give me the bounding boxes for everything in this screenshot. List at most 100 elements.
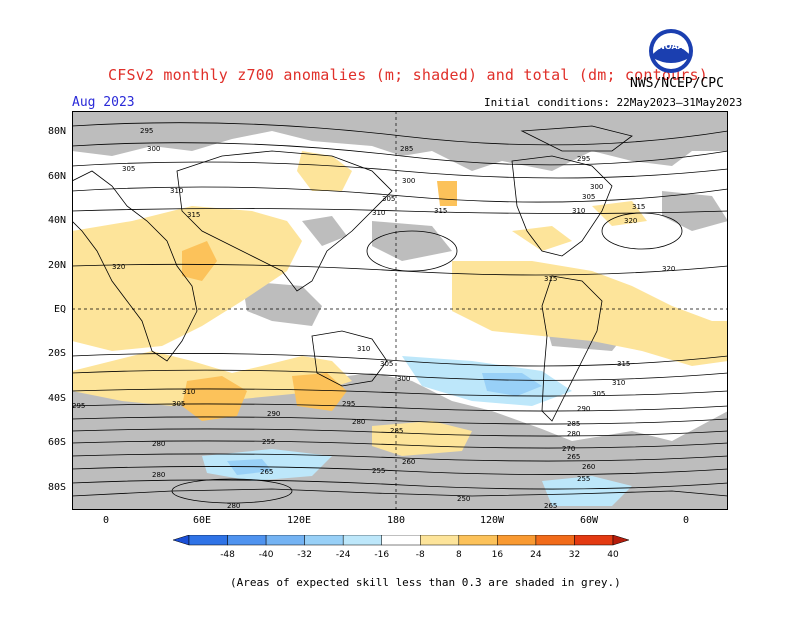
legend-swatch [420,535,460,546]
lat-label-40s: 40S [47,393,66,404]
svg-text:305: 305 [172,400,185,408]
svg-text:265: 265 [544,502,557,510]
lon-label-60w: 60W [579,515,599,526]
svg-text:260: 260 [402,458,415,466]
svg-text:305: 305 [592,390,605,398]
positive-anomaly-16 [182,181,457,421]
lon-label-120e: 120E [286,515,312,526]
legend-swatch [535,535,575,546]
legend-tick-label: 8 [456,550,462,560]
coastlines [72,125,728,497]
svg-text:260: 260 [582,463,595,471]
svg-text:300: 300 [397,375,410,383]
height-contours [72,122,728,504]
legend-swatch [227,535,267,546]
svg-text:315: 315 [434,207,447,215]
lat-label-60n: 60N [47,171,66,182]
legend-swatch [304,535,344,546]
svg-text:290: 290 [577,405,590,413]
svg-text:280: 280 [152,471,165,479]
negative-anomaly-8 [202,356,632,506]
svg-text:315: 315 [617,360,630,368]
legend-swatch [497,535,537,546]
svg-text:295: 295 [140,127,153,135]
lat-label-20s: 20S [47,348,66,359]
svg-text:305: 305 [582,193,595,201]
legend-tick-label: 40 [607,550,619,560]
lon-label-180: 180 [386,515,406,526]
legend-tick-label: -32 [297,550,312,560]
lon-label-0-right: 0 [682,515,690,526]
color-legend: -48-40-32-24-16-881624324048 [173,535,629,560]
lat-label-60s: 60S [47,437,66,448]
svg-text:255: 255 [577,475,590,483]
legend-tick-label: -48 [220,550,235,560]
svg-text:270: 270 [562,445,575,453]
legend-tick-label: -24 [336,550,351,560]
legend-tick-label: -16 [374,550,389,560]
svg-text:310: 310 [170,187,183,195]
svg-text:310: 310 [182,388,195,396]
legend-swatch [342,535,382,546]
svg-text:295: 295 [72,402,85,410]
svg-text:NOAA: NOAA [658,42,684,51]
svg-text:250: 250 [457,495,470,503]
lat-label-eq: EQ [53,304,66,315]
legend-tick-label: 16 [492,550,504,560]
svg-text:310: 310 [612,379,625,387]
svg-text:290: 290 [267,410,280,418]
svg-text:310: 310 [372,209,385,217]
svg-text:315: 315 [632,203,645,211]
legend-swatch [381,535,421,546]
legend-swatch [574,535,614,546]
svg-text:255: 255 [262,438,275,446]
svg-text:280: 280 [152,440,165,448]
svg-text:300: 300 [147,145,160,153]
svg-text:280: 280 [227,502,240,510]
svg-text:310: 310 [357,345,370,353]
legend-swatch [188,535,228,546]
svg-text:295: 295 [342,400,355,408]
legend-tick-label: 32 [569,550,580,560]
svg-text:300: 300 [590,183,603,191]
org-label: NWS/NCEP/CPC [630,76,724,91]
contour-labels: 295 300 305 310 315 320 285 300 305 310 315 295… [72,127,675,510]
legend-swatch-arrow-low [173,535,190,546]
lon-label-0: 0 [102,515,110,526]
legend-tick-label: -8 [416,550,425,560]
lat-label-80s: 80S [47,482,66,493]
svg-text:305: 305 [382,195,395,203]
lat-label-20n: 20N [47,260,66,271]
chart-title: CFSv2 monthly z700 anomalies (m; shaded)… [108,66,708,84]
svg-text:320: 320 [624,217,637,225]
svg-text:255: 255 [372,467,385,475]
lat-label-40n: 40N [47,215,66,226]
svg-text:265: 265 [260,468,273,476]
initial-conditions: Initial conditions: 22May2023–31May2023 [484,96,743,109]
legend-swatch-arrow-high [612,535,629,546]
svg-text:285: 285 [400,145,413,153]
svg-text:295: 295 [577,155,590,163]
svg-text:280: 280 [352,418,365,426]
svg-text:320: 320 [662,265,675,273]
lon-label-120w: 120W [479,515,505,526]
map-panel: 295 300 305 310 315 320 285 300 305 310 315 295… [72,111,728,510]
svg-text:315: 315 [187,211,200,219]
svg-text:315: 315 [544,275,557,283]
svg-text:320: 320 [112,263,125,271]
noaa-logo-icon: NOAA [649,29,693,73]
svg-text:305: 305 [380,360,393,368]
legend-tick-label: -40 [259,550,274,560]
svg-text:280: 280 [567,430,580,438]
lon-label-60e: 60E [192,515,212,526]
lat-label-80n: 80N [47,126,66,137]
forecast-month: Aug 2023 [72,95,135,110]
svg-text:285: 285 [567,420,580,428]
svg-text:310: 310 [572,207,585,215]
legend-tick-label: 24 [530,550,542,560]
legend-swatch [458,535,498,546]
svg-text:285: 285 [390,427,403,435]
svg-text:300: 300 [402,177,415,185]
skill-footnote: (Areas of expected skill less than 0.3 a… [230,576,621,589]
svg-text:305: 305 [122,165,135,173]
